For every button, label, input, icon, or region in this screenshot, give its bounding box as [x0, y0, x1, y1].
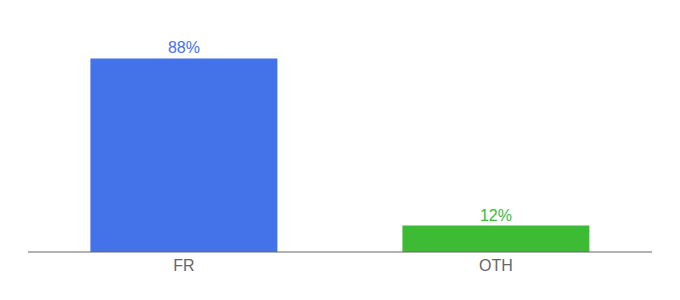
svg-text:88%: 88% [168, 39, 200, 56]
svg-text:OTH: OTH [479, 257, 513, 274]
svg-text:12%: 12% [480, 207, 512, 224]
svg-text:FR: FR [173, 257, 194, 274]
